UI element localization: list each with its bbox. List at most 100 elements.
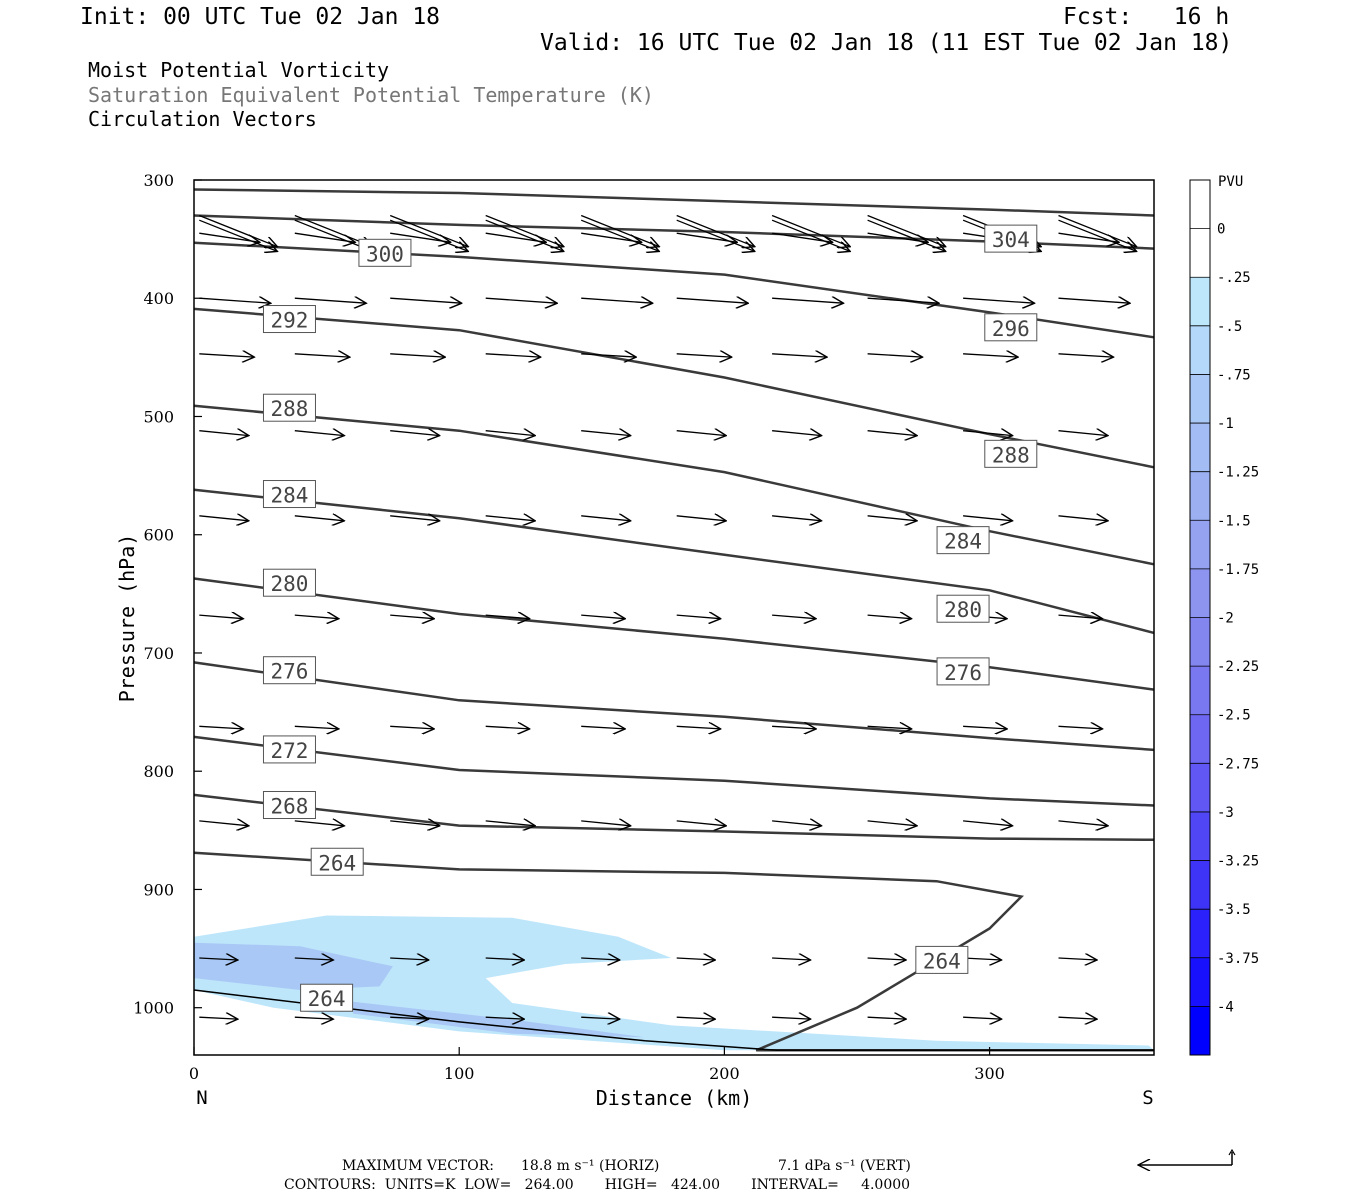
y-tick-label-400: 400 <box>143 289 174 308</box>
vector-7-9 <box>1058 615 1103 619</box>
vector-2-0 <box>199 232 259 242</box>
y-tick-label-900: 900 <box>143 880 174 899</box>
contour-268 <box>193 793 1155 842</box>
y-tick-label-700: 700 <box>143 644 174 663</box>
vector-5-7 <box>867 431 918 436</box>
contour-272 <box>193 735 1155 807</box>
pv-region-1 <box>194 942 393 990</box>
vector-6-1 <box>294 516 345 521</box>
contour-292 <box>193 307 1155 469</box>
vector-8-2 <box>390 726 434 729</box>
vector-3-3 <box>485 298 558 303</box>
vector-11-1 <box>294 1017 334 1019</box>
vector-11-2 <box>390 1017 429 1019</box>
contour-280 <box>193 577 1155 691</box>
contour-300 <box>193 214 1155 250</box>
vector-5-9 <box>1058 431 1109 436</box>
pv-shading-layer <box>194 915 1154 1051</box>
colorbar-cell-11 <box>1190 714 1210 764</box>
vector-6-3 <box>485 516 536 521</box>
contour-label-296-0: 296 <box>992 317 1030 341</box>
vector-6-9 <box>1058 516 1109 521</box>
vector-7-5 <box>676 615 721 619</box>
vector-9-3 <box>485 821 536 826</box>
vector-7-1 <box>294 615 339 619</box>
vector-2-6 <box>772 232 833 242</box>
vector-1-2 <box>389 219 468 251</box>
vector-4-8 <box>963 354 1018 357</box>
circulation-vectors <box>199 214 1136 1020</box>
colorbar-cell-5 <box>1190 423 1210 473</box>
vector-1-6 <box>771 219 850 251</box>
vector-6-7 <box>867 516 918 521</box>
y-axis-label: Pressure (hPa) <box>115 534 139 703</box>
colorbar-cell-14 <box>1190 860 1210 910</box>
y-tick-label-1000: 1000 <box>133 999 174 1018</box>
vector-11-6 <box>772 1017 811 1019</box>
vector-10-4 <box>581 958 620 960</box>
contour-288 <box>193 404 1155 566</box>
vector-10-0 <box>199 958 238 960</box>
contour-276 <box>193 661 1155 752</box>
colorbar-label-5: -1.25 <box>1217 465 1259 481</box>
colorbar-label-13: -3.25 <box>1217 854 1259 870</box>
vector-5-4 <box>581 431 631 436</box>
vector-7-3 <box>485 615 530 619</box>
vector-5-3 <box>485 431 536 436</box>
contour-label-box-296-0 <box>984 313 1038 342</box>
vector-9-5 <box>676 821 727 826</box>
vector-7-0 <box>199 615 243 619</box>
colorbar-cell-4 <box>1190 374 1210 424</box>
colorbar-label-11: -2.75 <box>1217 756 1259 772</box>
contour-label-292-0: 292 <box>271 309 309 333</box>
colorbar-label-12: -3 <box>1217 805 1234 821</box>
x-tick-label-300: 300 <box>974 1064 1005 1083</box>
contour-label-box-276-0 <box>262 656 316 685</box>
contour-label-box-304-0 <box>984 224 1038 253</box>
vector-8-1 <box>294 726 339 729</box>
contour-label-box-292-0 <box>262 305 316 334</box>
vector-5-2 <box>390 431 440 436</box>
contour-label-box-264-1 <box>915 945 969 974</box>
vector-11-8 <box>963 1017 1002 1019</box>
y-tick-label-600: 600 <box>143 526 174 545</box>
vector-11-7 <box>867 1017 907 1019</box>
vector-4-9 <box>1058 354 1114 357</box>
colorbar-cell-6 <box>1190 471 1210 521</box>
colorbar-title: PVU <box>1218 174 1243 190</box>
x-tick-label-0: 0 <box>189 1064 199 1083</box>
vector-10-7 <box>867 958 907 960</box>
vector-5-8 <box>963 431 1013 436</box>
vector-8-9 <box>1058 726 1103 729</box>
colorbar-cell-16 <box>1190 957 1210 1007</box>
colorbar-label-3: -.75 <box>1217 367 1251 383</box>
contour-label-304-0: 304 <box>992 228 1030 252</box>
contour-label-box-288-0 <box>262 393 316 422</box>
vector-9-0 <box>199 821 249 826</box>
colorbar-cell-7 <box>1190 520 1210 570</box>
vector-6-6 <box>772 516 822 521</box>
vector-3-6 <box>772 298 844 303</box>
max-vector-horiz: 18.8 m s⁻¹ (HORIZ) <box>521 1158 660 1174</box>
south-label: S <box>1142 1087 1153 1109</box>
vector-5-0 <box>199 431 249 436</box>
vector-2-9 <box>1058 232 1120 242</box>
contour-label-276-0: 276 <box>271 660 309 684</box>
colorbar-label-16: -4 <box>1217 999 1234 1015</box>
contour-label-box-288-1 <box>984 439 1038 468</box>
vector-8-6 <box>772 726 816 729</box>
vector-3-1 <box>294 298 367 303</box>
contour-label-284-0: 284 <box>271 484 309 508</box>
vector-9-1 <box>294 821 345 826</box>
contour-label-box-272-0 <box>262 735 316 764</box>
vector-6-0 <box>199 516 249 521</box>
vector-7-6 <box>772 615 816 619</box>
colorbar-cell-15 <box>1190 909 1210 959</box>
colorbar-label-15: -3.75 <box>1217 951 1259 967</box>
vector-11-3 <box>485 1017 525 1019</box>
contour-label-264-2: 264 <box>308 987 346 1011</box>
vector-0-3 <box>485 214 564 247</box>
vector-5-1 <box>294 431 345 436</box>
terrain-line <box>193 989 1154 1052</box>
